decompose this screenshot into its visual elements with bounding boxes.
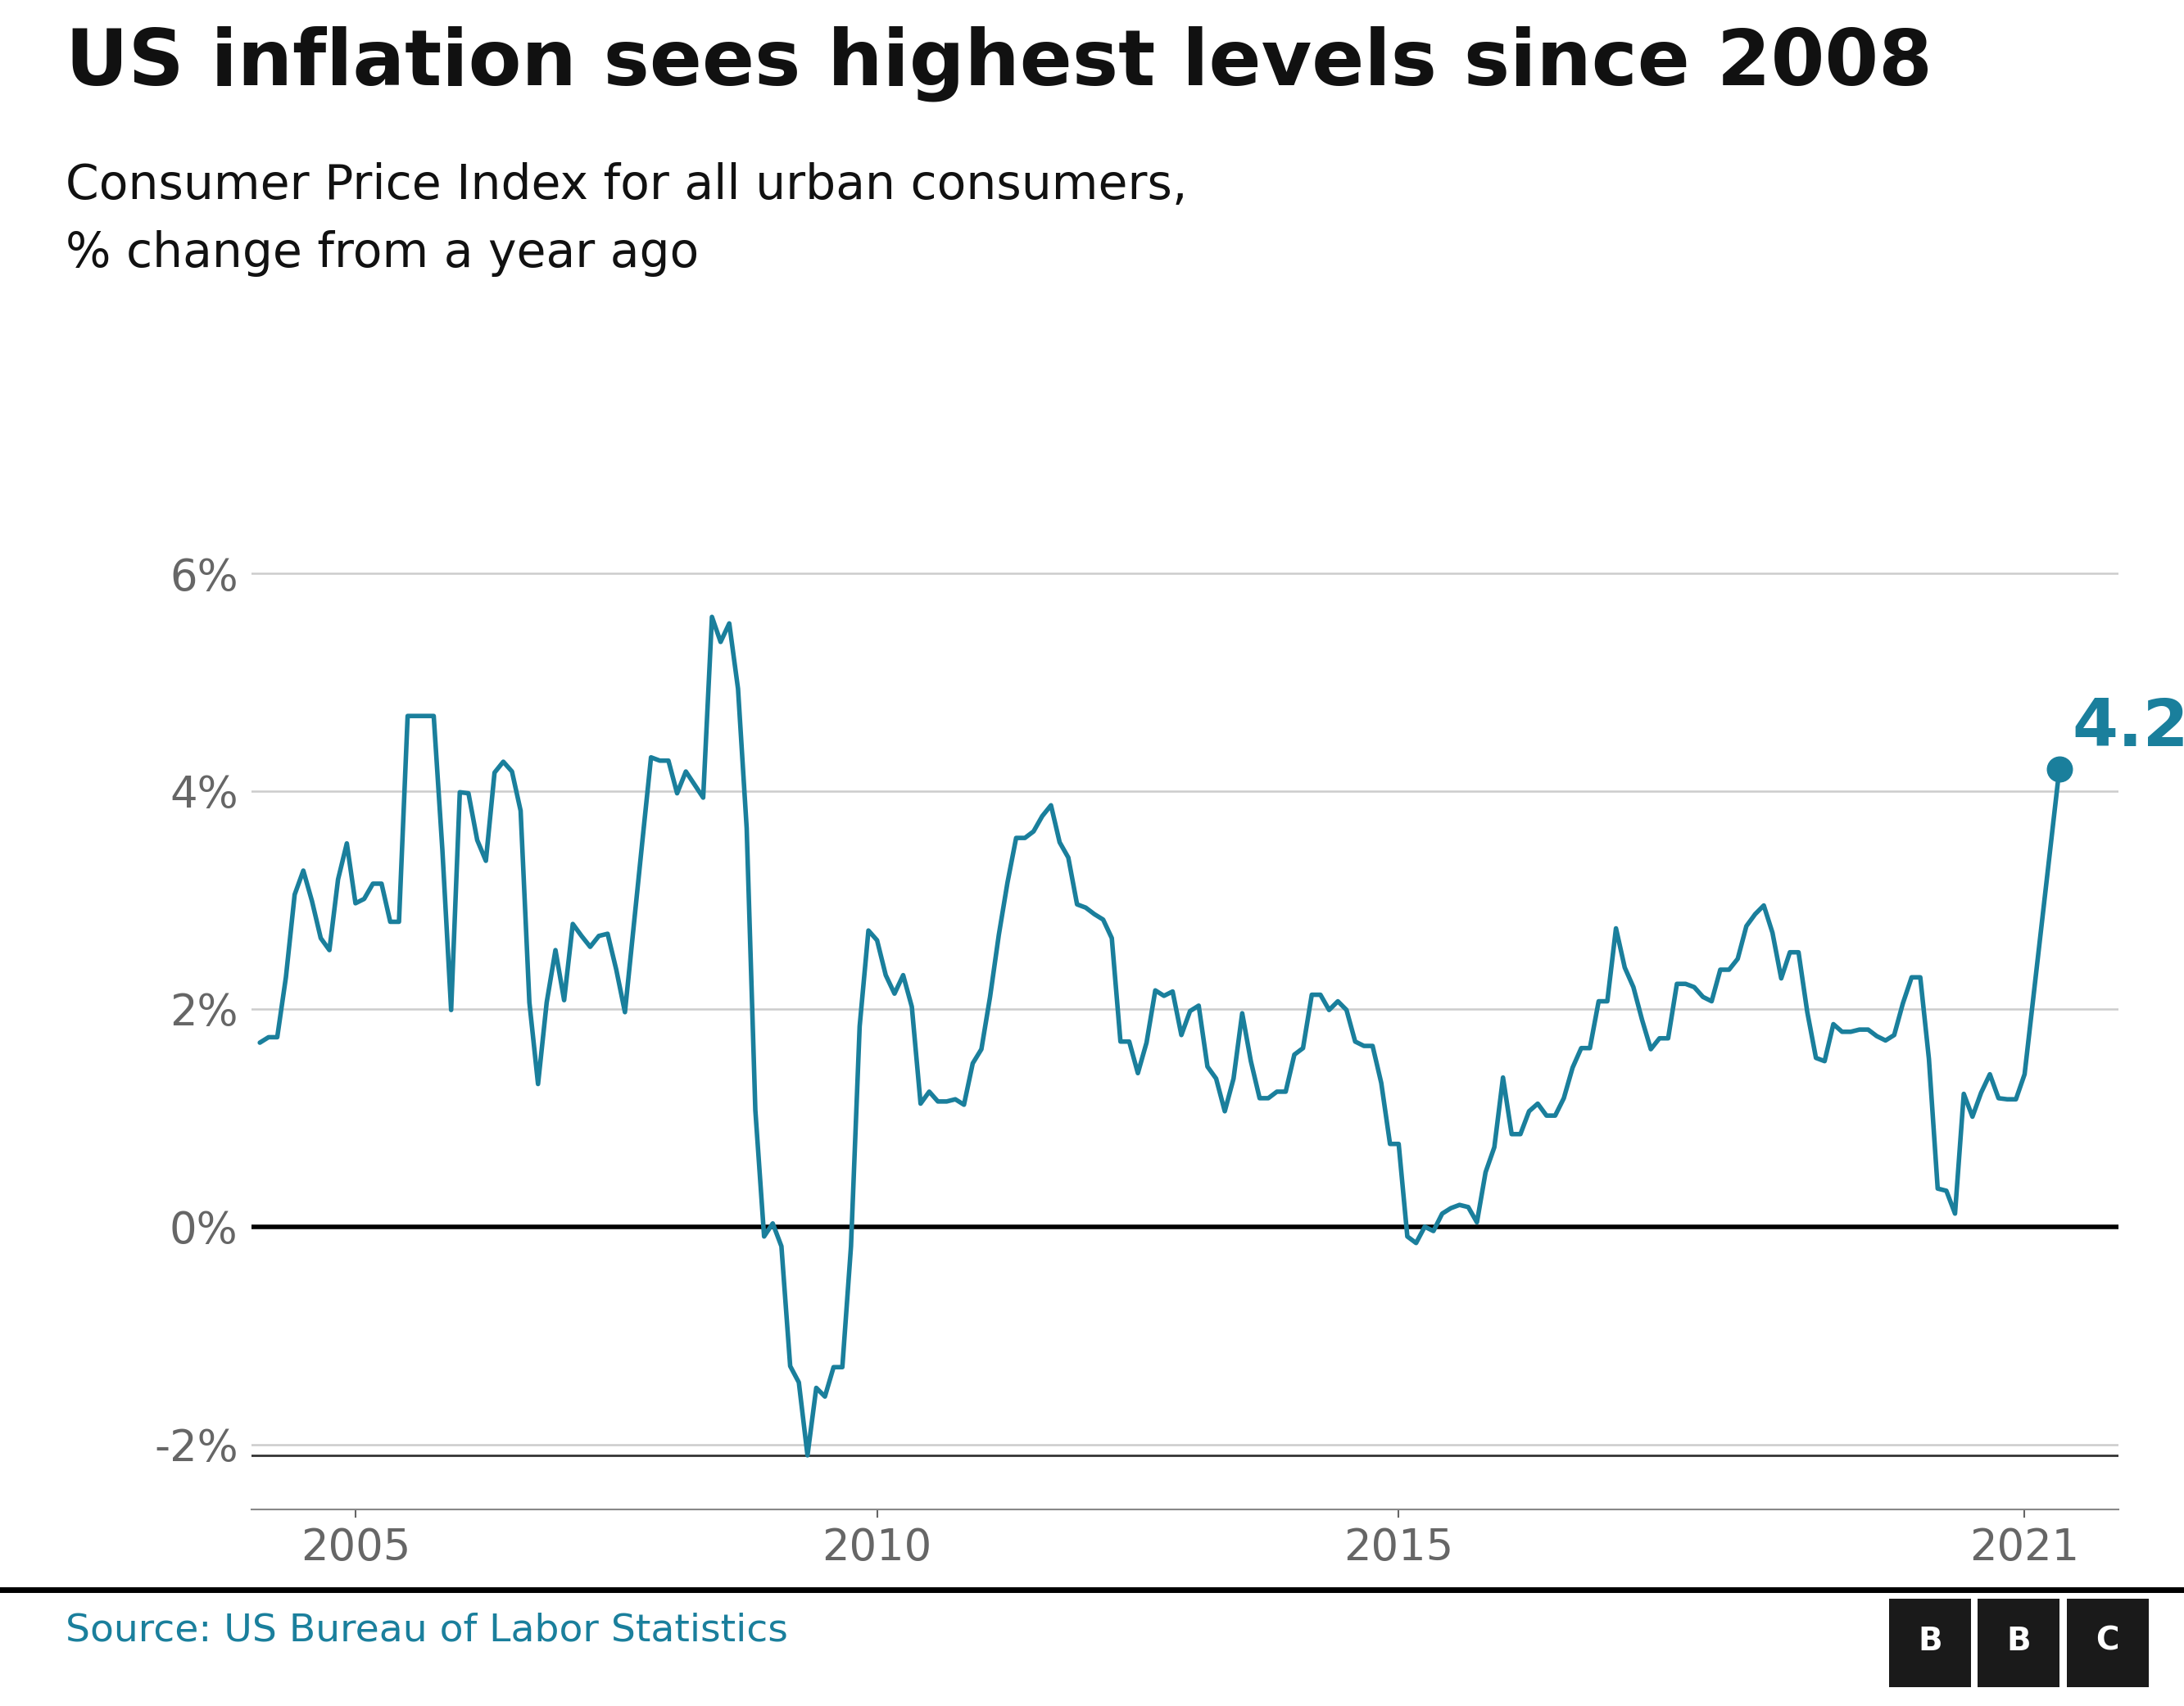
Text: C: C	[2097, 1626, 2118, 1657]
Bar	[2066, 1599, 2149, 1687]
Text: US inflation sees highest levels since 2008: US inflation sees highest levels since 2…	[66, 26, 1933, 101]
Text: Source: US Bureau of Labor Statistics: Source: US Bureau of Labor Statistics	[66, 1612, 788, 1650]
Text: B: B	[1918, 1626, 1942, 1657]
Bar	[1889, 1599, 1972, 1687]
Text: Consumer Price Index for all urban consumers,: Consumer Price Index for all urban consu…	[66, 162, 1188, 208]
Text: % change from a year ago: % change from a year ago	[66, 230, 699, 276]
Text: 4.2%: 4.2%	[2073, 696, 2184, 759]
Bar	[1979, 1599, 2060, 1687]
Text: B: B	[2007, 1626, 2031, 1657]
